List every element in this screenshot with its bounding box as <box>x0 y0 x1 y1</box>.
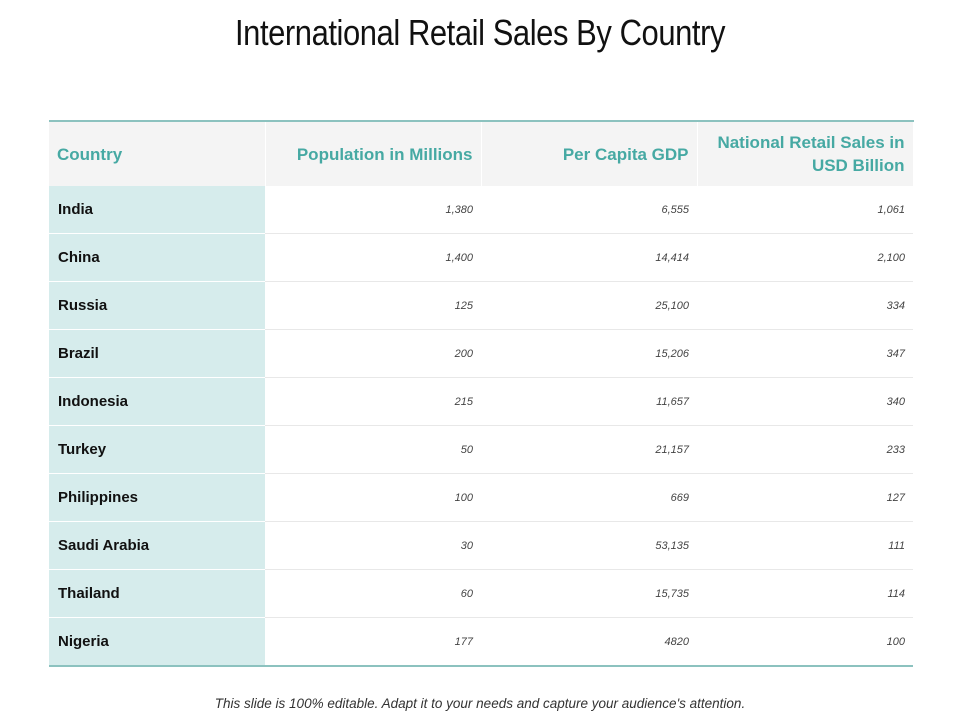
table-row: India 1,380 6,555 1,061 <box>49 186 913 234</box>
table-row: Turkey 50 21,157 233 <box>49 425 913 474</box>
table-row: Thailand 60 15,735 114 <box>49 569 913 618</box>
population-cell: 100 <box>265 473 481 522</box>
slide-footer-note: This slide is 100% editable. Adapt it to… <box>214 696 746 711</box>
retail-sales-cell: 334 <box>697 281 913 330</box>
population-cell: 1,380 <box>265 186 481 234</box>
slide-title: International Retail Sales By Country <box>234 12 726 53</box>
population-cell: 125 <box>265 281 481 330</box>
gdp-cell: 669 <box>481 473 697 522</box>
table-row: Nigeria 177 4820 100 <box>49 617 913 666</box>
population-cell: 60 <box>265 569 481 618</box>
population-cell: 200 <box>265 329 481 378</box>
table-header-row: Country Population in Millions Per Capit… <box>49 121 914 186</box>
country-cell: India <box>49 186 265 234</box>
country-cell: Indonesia <box>49 377 265 426</box>
country-cell: Brazil <box>49 329 265 378</box>
retail-sales-cell: 233 <box>697 425 913 474</box>
country-cell: Thailand <box>49 569 265 618</box>
population-cell: 177 <box>454 635 473 648</box>
gdp-cell: 4820 <box>664 635 689 648</box>
table-row: Saudi Arabia 30 53,135 111 <box>49 521 913 570</box>
gdp-cell: 15,735 <box>481 569 697 618</box>
gdp-cell: 25,100 <box>481 281 697 330</box>
population-cell: 215 <box>265 377 481 426</box>
retail-sales-cell: 100 <box>886 635 905 648</box>
population-cell: 1,400 <box>265 233 481 282</box>
country-cell: Turkey <box>49 425 265 474</box>
header-country: Country <box>49 121 266 186</box>
table-row: Brazil 200 15,206 347 <box>49 329 913 378</box>
gdp-cell: 15,206 <box>481 329 697 378</box>
gdp-cell: 53,135 <box>481 521 697 570</box>
header-population: Population in Millions <box>265 121 482 186</box>
country-cell: Nigeria <box>49 617 265 666</box>
gdp-cell: 14,414 <box>481 233 697 282</box>
population-cell: 30 <box>265 521 481 570</box>
header-national-retail-sales: National Retail Sales in USD Billion <box>697 121 914 186</box>
population-cell: 50 <box>265 425 481 474</box>
country-cell: Saudi Arabia <box>49 521 265 570</box>
retail-sales-cell: 127 <box>697 473 913 522</box>
retail-sales-table-container: Country Population in Millions Per Capit… <box>49 120 914 667</box>
country-cell: Russia <box>49 281 265 330</box>
gdp-cell: 21,157 <box>481 425 697 474</box>
retail-sales-table: Country Population in Millions Per Capit… <box>49 120 914 667</box>
gdp-cell: 11,657 <box>481 377 697 426</box>
table-row: Russia 125 25,100 334 <box>49 281 913 330</box>
retail-sales-cell: 114 <box>697 569 913 618</box>
table-row: China 1,400 14,414 2,100 <box>49 233 913 282</box>
table-row: Philippines 100 669 127 <box>49 473 913 522</box>
retail-sales-cell: 347 <box>697 329 913 378</box>
country-cell: Philippines <box>49 473 265 522</box>
retail-sales-cell: 340 <box>697 377 913 426</box>
gdp-cell: 6,555 <box>481 186 697 234</box>
retail-sales-cell: 1,061 <box>697 186 913 234</box>
header-per-capita-gdp: Per Capita GDP <box>481 121 698 186</box>
table-row: Indonesia 215 11,657 340 <box>49 377 913 426</box>
retail-sales-cell: 2,100 <box>697 233 913 282</box>
country-cell: China <box>49 233 265 282</box>
retail-sales-cell: 111 <box>697 521 913 570</box>
